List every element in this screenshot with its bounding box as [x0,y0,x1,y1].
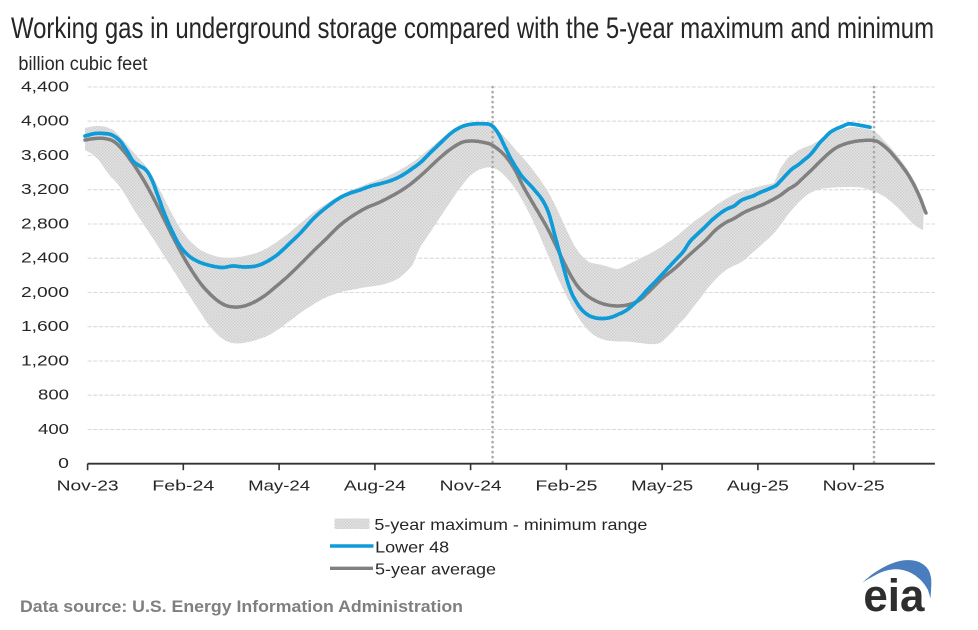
svg-text:Feb-24: Feb-24 [152,478,214,495]
svg-text:5-year maximum - minimum range: 5-year maximum - minimum range [374,517,647,534]
svg-text:1,200: 1,200 [21,353,69,370]
svg-text:3,200: 3,200 [21,181,69,198]
svg-text:Lower 48: Lower 48 [375,539,449,556]
svg-text:Aug-24: Aug-24 [344,478,406,495]
svg-text:May-25: May-25 [631,478,693,495]
svg-text:Nov-23: Nov-23 [57,478,119,495]
svg-text:eia: eia [863,570,925,621]
svg-text:4,000: 4,000 [21,113,69,130]
svg-text:2,400: 2,400 [21,250,69,267]
svg-text:4,400: 4,400 [21,79,69,96]
svg-text:0: 0 [58,455,69,472]
svg-text:1,600: 1,600 [21,318,69,335]
svg-text:billion cubic feet: billion cubic feet [18,53,148,75]
svg-text:400: 400 [38,421,69,438]
svg-text:Data source: U.S. Energy Info: Data source: U.S. Energy Information Adm… [20,598,463,616]
svg-text:2,800: 2,800 [21,216,69,233]
svg-text:Nov-24: Nov-24 [440,478,502,495]
svg-text:3,600: 3,600 [21,147,69,164]
svg-text:Nov-25: Nov-25 [823,478,885,495]
svg-text:800: 800 [38,387,69,404]
svg-text:Working gas in underground sto: Working gas in underground storage compa… [11,12,934,45]
svg-text:Aug-25: Aug-25 [727,478,789,495]
svg-text:May-24: May-24 [248,478,310,495]
svg-text:2,000: 2,000 [21,284,69,301]
svg-text:5-year average: 5-year average [375,562,496,579]
svg-text:Feb-25: Feb-25 [535,478,597,495]
